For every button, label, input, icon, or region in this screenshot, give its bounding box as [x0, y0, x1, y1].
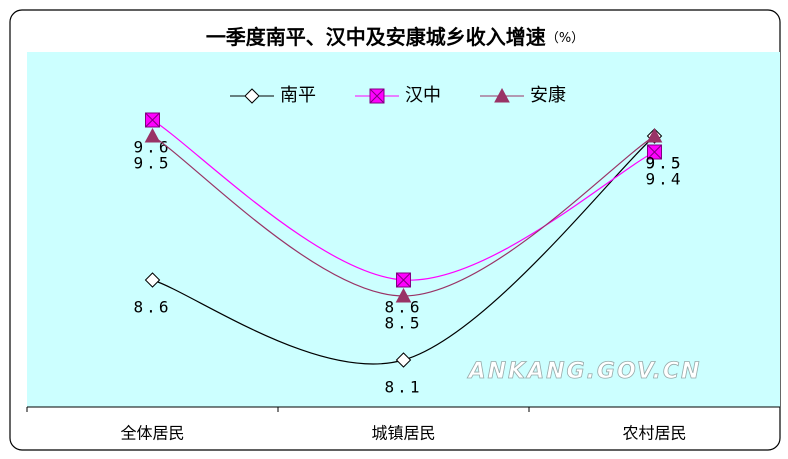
legend-label: 汉中 — [405, 85, 441, 106]
plot-area — [27, 52, 780, 407]
data-label: 9.5 — [646, 154, 684, 173]
data-label: 8.1 — [385, 378, 423, 397]
legend-label: 安康 — [530, 85, 566, 106]
x-tick-label: 全体居民 — [120, 424, 184, 443]
legend-label: 南平 — [280, 85, 316, 106]
chart-title: 一季度南平、汉中及安康城乡收入增速（%） — [206, 25, 584, 49]
marker — [395, 287, 412, 303]
marker — [646, 127, 663, 143]
marker — [144, 272, 161, 288]
marker-cross — [647, 144, 662, 160]
data-label: 9.4 — [646, 170, 684, 189]
data-label: 9.5 — [134, 154, 172, 173]
watermark: ANKANG.GOV.CN — [467, 359, 702, 384]
marker — [395, 352, 412, 368]
marker — [144, 127, 161, 143]
marker — [244, 88, 260, 104]
x-tick-label: 城镇居民 — [371, 424, 435, 443]
marker-cross — [369, 88, 385, 104]
data-label: 8.5 — [385, 314, 423, 333]
marker-cross — [396, 272, 411, 288]
marker — [494, 87, 510, 103]
x-tick-label: 农村居民 — [622, 424, 686, 443]
marker-cross — [145, 112, 160, 128]
data-label: 8.6 — [134, 298, 172, 317]
